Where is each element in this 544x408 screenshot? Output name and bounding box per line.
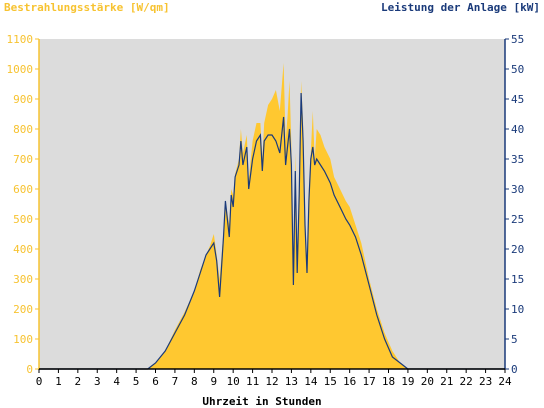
right-tick-label: 5 (511, 333, 518, 346)
left-tick-label: 0 (26, 363, 33, 376)
x-tick-label: 11 (246, 375, 259, 388)
x-tick-label: 14 (304, 375, 318, 388)
irradiance-area-layer (147, 63, 412, 369)
x-tick-label: 17 (362, 375, 375, 388)
right-tick-label: 35 (511, 153, 524, 166)
right-tick-label: 30 (511, 183, 524, 196)
x-tick-label: 2 (75, 375, 82, 388)
right-tick-label: 40 (511, 123, 524, 136)
tick-labels: 0100200300400500600700800900100011000510… (7, 33, 525, 388)
left-tick-label: 1000 (7, 63, 34, 76)
left-tick-label: 800 (13, 123, 33, 136)
x-tick-label: 5 (133, 375, 140, 388)
left-axis-title: Bestrahlungsstärke [W/qm] (4, 1, 170, 14)
left-tick-label: 1100 (7, 33, 34, 46)
left-tick-label: 500 (13, 213, 33, 226)
x-tick-label: 23 (479, 375, 492, 388)
x-tick-label: 10 (227, 375, 240, 388)
right-tick-label: 50 (511, 63, 524, 76)
x-tick-label: 16 (343, 375, 356, 388)
x-tick-label: 0 (36, 375, 43, 388)
x-tick-label: 19 (401, 375, 414, 388)
left-tick-label: 900 (13, 93, 33, 106)
irradiance-area (147, 63, 412, 369)
right-tick-label: 15 (511, 273, 524, 286)
right-axis-title: Leistung der Anlage [kW] (381, 1, 540, 14)
x-tick-label: 7 (172, 375, 179, 388)
x-tick-label: 21 (440, 375, 453, 388)
left-tick-label: 400 (13, 243, 33, 256)
x-tick-label: 8 (191, 375, 198, 388)
right-tick-label: 10 (511, 303, 524, 316)
x-tick-label: 22 (460, 375, 473, 388)
right-tick-label: 25 (511, 213, 524, 226)
x-tick-label: 18 (382, 375, 395, 388)
power-line-layer (39, 92, 505, 370)
left-tick-label: 600 (13, 183, 33, 196)
x-tick-label: 24 (498, 375, 512, 388)
power-line (39, 92, 505, 370)
x-axis-title: Uhrzeit in Stunden (202, 395, 321, 408)
left-tick-label: 300 (13, 273, 33, 286)
left-tick-label: 100 (13, 333, 33, 346)
right-tick-label: 55 (511, 33, 524, 46)
axes (35, 38, 509, 373)
left-tick-label: 700 (13, 153, 33, 166)
right-tick-label: 45 (511, 93, 524, 106)
x-tick-label: 4 (113, 375, 120, 388)
left-tick-label: 200 (13, 303, 33, 316)
x-tick-label: 12 (265, 375, 278, 388)
x-tick-label: 13 (285, 375, 298, 388)
x-tick-label: 6 (152, 375, 159, 388)
x-tick-label: 1 (55, 375, 62, 388)
x-tick-label: 15 (324, 375, 337, 388)
x-tick-label: 3 (94, 375, 101, 388)
right-tick-label: 20 (511, 243, 524, 256)
x-tick-label: 9 (210, 375, 217, 388)
x-tick-label: 20 (421, 375, 434, 388)
right-tick-label: 0 (511, 363, 518, 376)
